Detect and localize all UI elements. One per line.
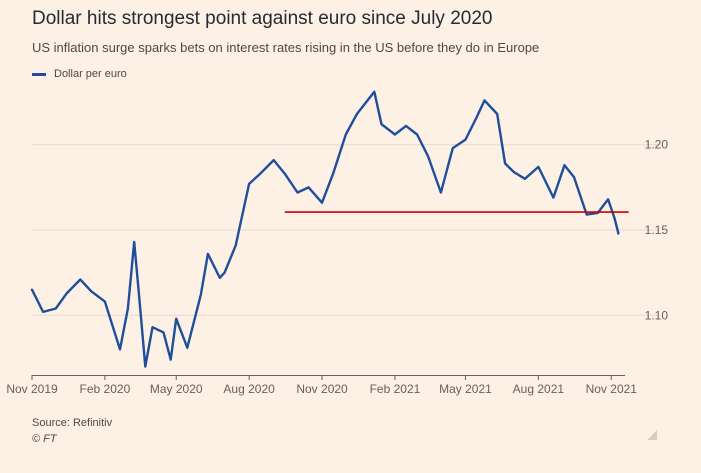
copyright-note: © FT: [32, 433, 57, 445]
y-tick-label: 1.15: [645, 223, 669, 237]
x-tick-label: May 2020: [150, 382, 203, 396]
x-tick-label: Nov 2021: [586, 382, 638, 396]
x-tick-label: Feb 2021: [370, 382, 421, 396]
x-tick-label: Nov 2020: [296, 382, 348, 396]
chart-title: Dollar hits strongest point against euro…: [32, 8, 493, 29]
source-note: Source: Refinitiv: [32, 417, 113, 429]
series-line-dollar-per-euro: [30, 90, 620, 368]
chart-subtitle: US inflation surge sparks bets on intere…: [32, 40, 540, 55]
legend-swatch: [32, 72, 46, 76]
x-tick-label: Aug 2021: [513, 382, 565, 396]
legend: Dollar per euro: [32, 68, 127, 80]
y-tick-label: 1.20: [645, 138, 669, 152]
x-tick-label: May 2021: [439, 382, 492, 396]
legend-label: Dollar per euro: [54, 68, 127, 80]
x-tick-label: Nov 2019: [6, 382, 58, 396]
x-tick-label: Feb 2020: [80, 382, 131, 396]
x-tick-label: Aug 2020: [223, 382, 275, 396]
resize-handle-icon: [647, 430, 657, 440]
y-tick-label: 1.10: [645, 308, 669, 322]
